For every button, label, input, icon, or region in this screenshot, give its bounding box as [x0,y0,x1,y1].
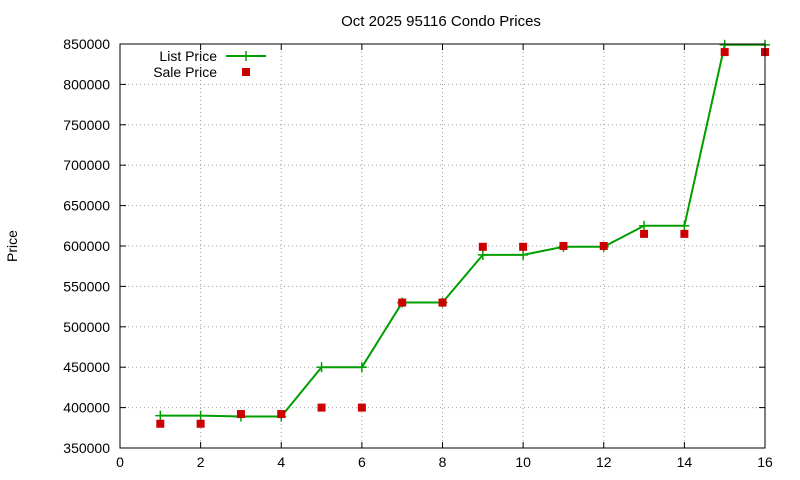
sale-price-point [519,242,528,251]
x-tick-label: 8 [439,454,447,470]
legend-label: List Price [159,48,217,64]
x-tick-label: 16 [757,454,773,470]
x-tick-label: 2 [197,454,205,470]
y-tick-label: 750000 [63,117,110,133]
list-price-point [679,220,690,231]
sale-price-point [640,229,649,238]
sale-price-point [398,298,407,307]
legend-point-swatch [242,68,250,76]
x-tick-label: 10 [515,454,531,470]
list-price-point [195,410,206,421]
list-price-point [155,410,166,421]
y-tick-label: 350000 [63,440,110,456]
x-tick-label: 12 [596,454,612,470]
list-price-point [518,249,529,260]
legend-point-swatch [241,51,251,61]
sale-price-point [599,242,608,250]
chart-title: Oct 2025 95116 Condo Prices [341,13,541,30]
sale-price-point [559,242,568,250]
axis-ticks: 0 2 4 6 8 10 12 14 16 350000 400000 450000 500000 550… [63,36,773,470]
y-tick-label: 450000 [63,359,110,375]
sale-price-point [277,410,286,419]
x-tick-label: 4 [277,454,285,470]
sale-price-point [156,419,165,428]
x-tick-label: 0 [116,454,124,470]
y-tick-label: 650000 [63,198,110,214]
y-tick-label: 400000 [63,400,110,416]
x-tick-label: 6 [358,454,366,470]
series-sale-price [156,48,769,428]
sale-price-point [196,419,205,428]
list-price-point [356,362,367,373]
list-price-line [160,43,765,418]
list-price-point [477,249,488,260]
y-axis-label: Price [4,230,20,262]
sale-price-point [317,403,326,412]
y-tick-label: 700000 [63,157,110,173]
grid [120,44,765,448]
y-tick-label: 500000 [63,319,110,335]
sale-price-point [478,242,487,251]
list-price-point [316,362,327,373]
sale-price-point [720,48,729,57]
sale-price-point [680,229,689,238]
y-tick-label: 550000 [63,278,110,294]
sale-price-point [438,298,447,307]
sale-price-point [357,403,366,412]
y-tick-label: 600000 [63,238,110,254]
sale-price-point [236,410,245,419]
x-tick-label: 14 [677,454,693,470]
legend-label: Sale Price [153,64,217,80]
y-tick-label: 800000 [63,76,110,92]
y-tick-label: 850000 [63,36,110,52]
list-price-point [639,220,650,231]
